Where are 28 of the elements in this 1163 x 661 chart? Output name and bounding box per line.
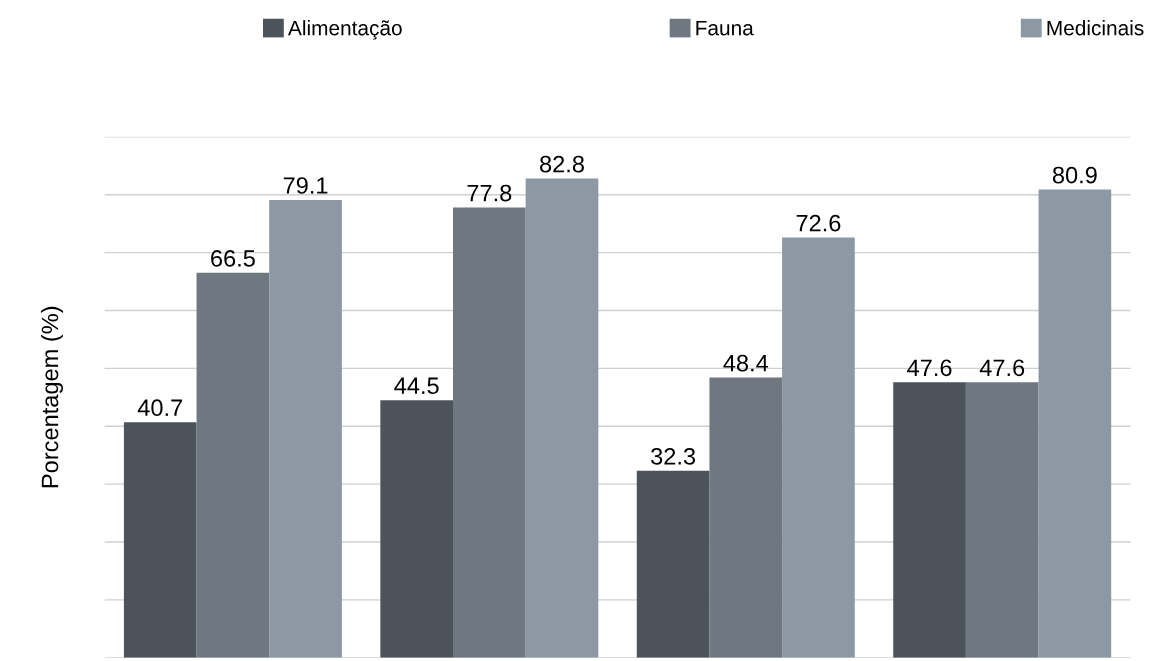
data-label: 80.9 xyxy=(1052,166,1097,184)
bar xyxy=(782,237,855,658)
bar xyxy=(965,382,1039,658)
data-label: 82.8 xyxy=(540,155,584,173)
data-label: 66.5 xyxy=(211,250,255,267)
bar xyxy=(893,382,966,658)
bar xyxy=(380,400,453,658)
legend-label: Alimentação xyxy=(288,20,402,40)
y-axis-title: Porcentagem (%) xyxy=(40,306,63,488)
data-label: 47.6 xyxy=(907,359,952,377)
bar xyxy=(525,178,599,658)
data-label: 32.3 xyxy=(651,447,696,465)
data-label: 72.6 xyxy=(796,214,841,232)
data-label: 40.7 xyxy=(137,399,183,417)
bar xyxy=(1038,189,1112,658)
data-label: 79.1 xyxy=(283,177,328,194)
bar xyxy=(709,377,783,658)
data-label: 44.5 xyxy=(394,377,439,395)
data-label: 47.6 xyxy=(979,359,1025,377)
data-label: 77.8 xyxy=(467,184,512,202)
data-label: 48.4 xyxy=(723,354,769,372)
bar xyxy=(636,470,710,658)
legend-label: Medicinais xyxy=(1047,20,1144,36)
bar xyxy=(269,199,342,658)
bar xyxy=(123,422,197,658)
bar xyxy=(196,272,270,658)
legend-label: Fauna xyxy=(696,20,754,36)
bar xyxy=(453,207,526,658)
